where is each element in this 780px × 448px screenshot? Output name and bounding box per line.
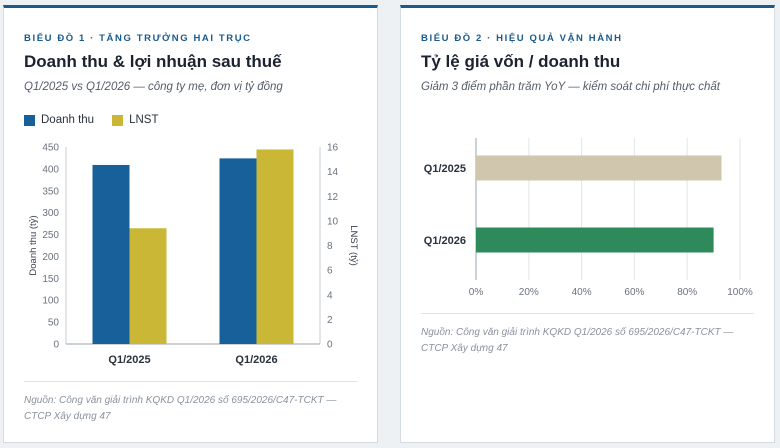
bar-profit bbox=[256, 149, 294, 344]
y2-tick-label: 4 bbox=[327, 290, 333, 301]
y-tick-label: 250 bbox=[42, 230, 59, 241]
legend-swatch-profit bbox=[112, 114, 124, 126]
x-tick-label: Q1/2025 bbox=[108, 354, 150, 366]
y2-tick-label: 12 bbox=[327, 192, 339, 203]
chart-eyebrow: Biểu đồ 2 · Hiệu quả vận hành bbox=[421, 33, 623, 44]
chart-title: Tỷ lệ giá vốn / doanh thu bbox=[421, 52, 621, 71]
y-tick-label: 150 bbox=[42, 274, 59, 285]
bar-profit bbox=[129, 228, 167, 344]
legend-label-revenue: Doanh thu bbox=[41, 114, 95, 126]
chart-subtitle: Giảm 3 điểm phần trăm YoY — kiểm soát ch… bbox=[421, 81, 720, 93]
y-tick-label: Q1/2026 bbox=[424, 235, 466, 247]
bar-cost-ratio bbox=[476, 227, 714, 253]
y-tick-label: 350 bbox=[42, 186, 59, 197]
y2-tick-label: 6 bbox=[327, 266, 333, 277]
y2-axis-title: LNST (tỷ) bbox=[348, 225, 359, 265]
x-tick-label: 100% bbox=[727, 287, 753, 298]
y-tick-label: 400 bbox=[42, 164, 59, 175]
x-tick-label: 20% bbox=[519, 287, 539, 298]
y-axis-title: Doanh thu (tỷ) bbox=[28, 215, 39, 275]
x-tick-label: Q1/2026 bbox=[235, 354, 277, 366]
divider bbox=[421, 313, 754, 314]
y2-tick-label: 14 bbox=[327, 167, 339, 178]
chart-card-revenue-profit: Biểu đồ 1 · Tăng trưởng hai trục Doanh t… bbox=[3, 5, 378, 443]
legend-item-revenue: Doanh thu bbox=[24, 114, 94, 126]
y-tick-label: 100 bbox=[42, 296, 59, 307]
legend-label-profit: LNST bbox=[129, 114, 159, 126]
y-tick-label: 50 bbox=[48, 318, 60, 329]
chart-card-cost-ratio: Biểu đồ 2 · Hiệu quả vận hành Tỷ lệ giá … bbox=[400, 5, 775, 443]
y2-tick-label: 8 bbox=[327, 241, 333, 252]
dual-axis-bar-chart: 0 50 100 150 200 250 300 350 400 450 0 2 4 6 8 10 12 14 16… bbox=[28, 143, 359, 367]
y-tick-label: 0 bbox=[53, 340, 59, 351]
y-tick-label: Q1/2025 bbox=[424, 163, 466, 175]
source-note: Nguồn: Công văn giải trình KQKD Q1/2026 … bbox=[421, 327, 734, 354]
y2-tick-label: 0 bbox=[327, 340, 333, 351]
x-tick-label: 80% bbox=[677, 287, 697, 298]
bar-cost-ratio bbox=[476, 155, 722, 181]
y2-tick-label: 16 bbox=[327, 143, 339, 154]
x-tick-label: 60% bbox=[624, 287, 644, 298]
bar-revenue bbox=[219, 158, 257, 344]
y-tick-label: 450 bbox=[42, 143, 59, 154]
chart-legend: Doanh thu LNST bbox=[24, 114, 176, 126]
divider bbox=[24, 381, 357, 382]
chart-eyebrow: Biểu đồ 1 · Tăng trưởng hai trục bbox=[24, 33, 252, 44]
chart-subtitle: Q1/2025 vs Q1/2026 — công ty mẹ, đơn vị … bbox=[24, 81, 283, 93]
source-note: Nguồn: Công văn giải trình KQKD Q1/2026 … bbox=[24, 395, 337, 422]
legend-swatch-revenue bbox=[24, 114, 35, 126]
chart-title: Doanh thu & lợi nhuận sau thuế bbox=[24, 52, 282, 71]
y-tick-label: 200 bbox=[42, 252, 59, 263]
legend-item-profit: LNST bbox=[112, 114, 158, 126]
y2-tick-label: 10 bbox=[327, 216, 339, 227]
y2-tick-label: 2 bbox=[327, 315, 333, 326]
horizontal-bar-chart: 0% 20% 40% 60% 80% 100% Q1/2025 Q1/2026 bbox=[424, 138, 753, 298]
x-tick-label: 40% bbox=[572, 287, 592, 298]
y-tick-label: 300 bbox=[42, 208, 59, 219]
bar-revenue bbox=[92, 164, 130, 344]
x-tick-label: 0% bbox=[469, 287, 484, 298]
